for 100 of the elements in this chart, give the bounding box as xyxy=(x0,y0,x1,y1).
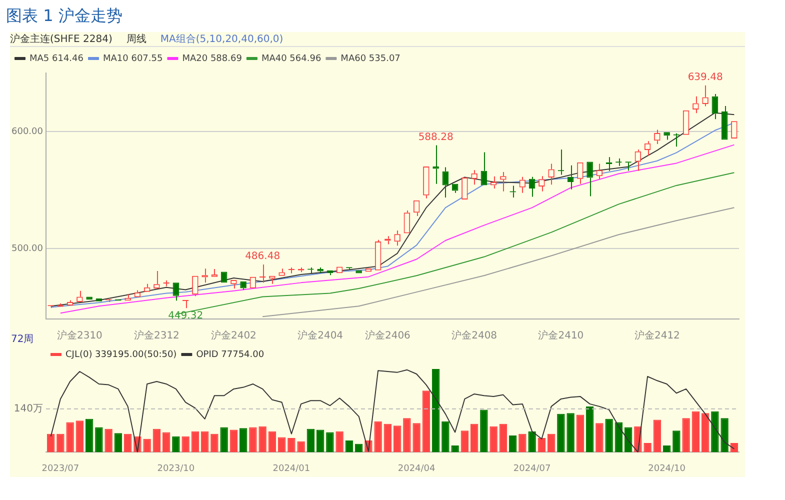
candlestick xyxy=(462,177,468,200)
bar xyxy=(152,428,161,452)
legend-label: MA10 607.55 xyxy=(103,54,163,64)
candlestick xyxy=(586,162,593,197)
bar xyxy=(557,414,565,452)
x-tick-label: 沪金2402 xyxy=(210,330,256,342)
y-tick-label: 600.00 xyxy=(12,126,44,137)
bar xyxy=(499,424,508,452)
bar xyxy=(653,420,662,452)
bar xyxy=(393,426,402,452)
bar xyxy=(412,423,420,452)
bar xyxy=(220,427,228,452)
bar xyxy=(46,434,55,452)
candlestick xyxy=(144,283,150,292)
candlestick xyxy=(712,93,718,120)
candlestick xyxy=(480,152,488,186)
x-tick-label: 2023/10 xyxy=(157,464,195,474)
bar xyxy=(306,428,315,452)
y-tick-label: 500.00 xyxy=(12,244,44,254)
candlestick xyxy=(220,272,228,283)
ref-line-label: 140万 xyxy=(14,404,43,415)
bar xyxy=(114,433,122,452)
x-tick-label: 2024/07 xyxy=(513,464,551,474)
bar xyxy=(278,437,286,452)
bar xyxy=(576,414,584,452)
candlestick xyxy=(86,296,92,300)
legend-label: MA5 614.46 xyxy=(30,54,84,64)
x-tick-label: 2024/04 xyxy=(398,464,436,474)
bar xyxy=(682,418,690,452)
bar xyxy=(210,434,218,452)
bar xyxy=(230,430,238,452)
bar xyxy=(538,438,546,452)
bar xyxy=(66,422,74,452)
bar xyxy=(701,413,710,452)
candlestick xyxy=(172,282,180,302)
candlestick xyxy=(250,276,256,288)
bar xyxy=(605,418,613,452)
bar xyxy=(442,421,450,452)
bar xyxy=(432,369,440,452)
bar xyxy=(56,434,64,452)
bar xyxy=(692,411,700,452)
candlestick xyxy=(682,110,690,135)
candlestick xyxy=(240,281,246,290)
text: 周线 xyxy=(126,34,146,45)
annotation: 449.32 xyxy=(168,310,204,322)
x-tick-label: 2024/01 xyxy=(272,464,310,474)
annotation: 639.48 xyxy=(688,72,723,83)
bar xyxy=(268,431,276,452)
legend-label: MA20 588.69 xyxy=(182,54,242,64)
legend-label: CJL(0) 339195.00(50:50) xyxy=(66,350,177,360)
x-tick-label: 2023/07 xyxy=(42,464,80,474)
candlestick xyxy=(230,280,237,290)
x-tick-label: 沪金2404 xyxy=(298,330,344,342)
bar xyxy=(422,390,430,452)
annotation: 588.28 xyxy=(418,132,454,143)
text: 沪金主连(SHFE 2284) xyxy=(10,34,112,45)
x-tick-label: 沪金2312 xyxy=(134,330,180,342)
bar xyxy=(470,424,478,452)
chart-title: 图表 1 沪金走势 xyxy=(5,5,124,27)
bar xyxy=(384,424,392,452)
x-tick-label: 沪金2412 xyxy=(634,330,680,342)
candlestick xyxy=(423,166,430,199)
bar xyxy=(672,430,680,452)
bar xyxy=(596,423,604,452)
x-tick-label: 沪金2408 xyxy=(452,330,498,342)
bar xyxy=(162,432,170,452)
candlestick xyxy=(500,171,506,192)
bar xyxy=(326,432,334,452)
bar xyxy=(76,420,84,452)
candlestick xyxy=(182,300,189,309)
bar xyxy=(518,434,526,452)
bar xyxy=(528,431,536,452)
bar xyxy=(586,406,594,452)
bar xyxy=(143,438,151,452)
bar xyxy=(258,426,266,452)
bar xyxy=(182,436,190,452)
bar xyxy=(720,418,728,452)
bar xyxy=(239,428,248,452)
bar xyxy=(191,431,200,452)
candlestick xyxy=(413,200,420,217)
bar xyxy=(480,410,488,452)
legend-label: MA60 535.07 xyxy=(340,54,400,64)
legend-title: MA组合(5,10,20,40,60,0) xyxy=(160,34,284,45)
candlestick xyxy=(567,164,574,190)
bar xyxy=(547,434,556,452)
bar xyxy=(614,422,623,452)
candlestick xyxy=(278,268,285,276)
bar xyxy=(124,434,132,452)
candlestick xyxy=(365,268,372,272)
bar xyxy=(490,426,498,452)
bar xyxy=(316,430,324,452)
bar xyxy=(508,436,517,452)
candlestick xyxy=(154,270,160,289)
candlestick xyxy=(577,162,584,184)
candlestick xyxy=(96,298,102,302)
x-tick-label: 2024/10 xyxy=(648,464,686,474)
bar xyxy=(460,430,469,452)
bar xyxy=(624,427,632,452)
x-tick-label: 沪金2406 xyxy=(364,330,410,342)
bar xyxy=(374,421,382,452)
